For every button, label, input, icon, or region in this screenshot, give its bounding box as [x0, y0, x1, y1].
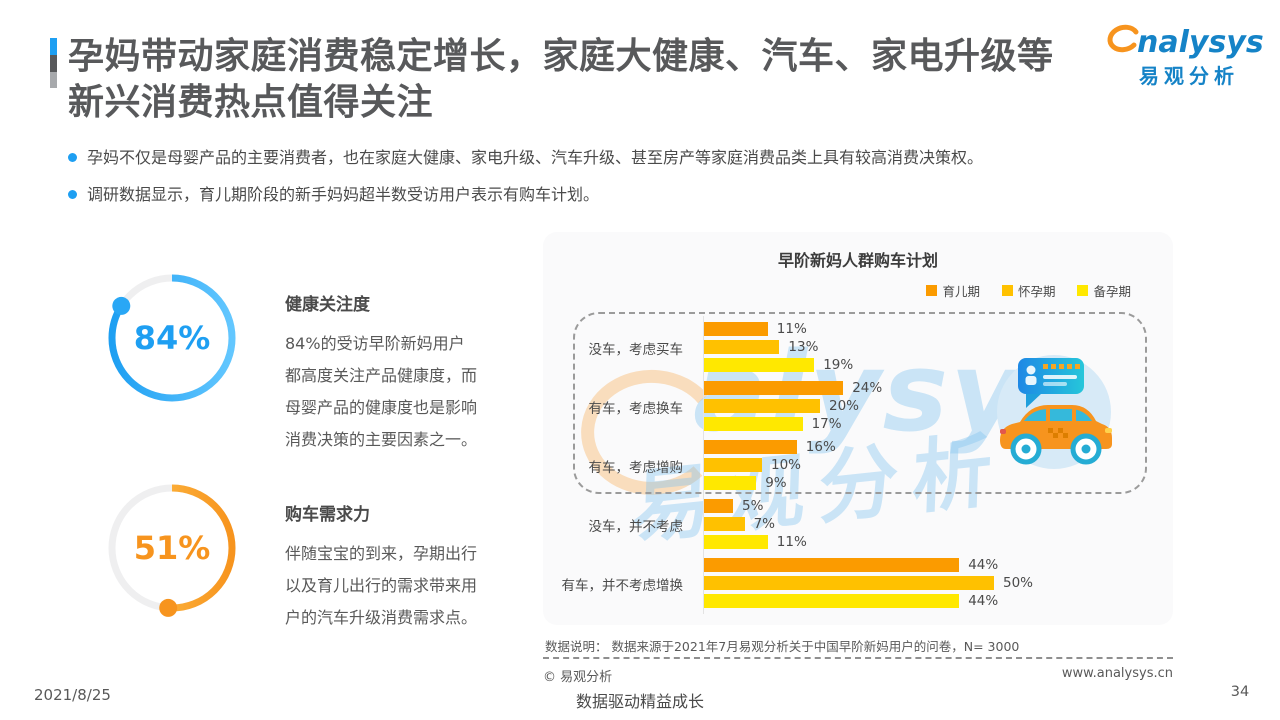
- bar-value-label: 5%: [742, 498, 764, 514]
- bar-row: 44%: [704, 593, 999, 609]
- bar-row: 24%: [704, 380, 883, 396]
- bar: [704, 322, 768, 336]
- bar: [704, 576, 994, 590]
- legend-swatch-icon: [926, 285, 938, 296]
- stat-description: 伴随宝宝的到来，孕期出行以及育儿出行的需求带来用户的汽车升级消费需求点。: [285, 544, 478, 627]
- bar: [704, 381, 844, 395]
- bullet-text: 孕妈不仅是母婴产品的主要消费者，也在家庭大健康、家电升级、汽车升级、甚至房产等家…: [87, 148, 984, 167]
- bar-row: 10%: [704, 457, 802, 473]
- bar-value-label: 11%: [776, 321, 807, 337]
- stat-value: 51%: [133, 529, 211, 567]
- category-label: 有车，并不考虑增换: [561, 578, 684, 594]
- chart-data-note: 数据说明： 数据来源于2021年7月易观分析关于中国早阶新妈用户的问卷，N= 3…: [545, 639, 1020, 654]
- bar-value-label: 10%: [771, 457, 802, 473]
- bar-value-label: 9%: [765, 475, 787, 491]
- legend-label: 备孕期: [1093, 284, 1131, 299]
- bar-value-label: 7%: [753, 516, 776, 532]
- bar-value-label: 16%: [805, 439, 836, 455]
- title-accent-bar: [50, 38, 57, 88]
- bar: [704, 340, 780, 354]
- legend-item: 备孕期: [1077, 281, 1131, 300]
- chart-axis-line: [703, 316, 704, 614]
- chart-plot: 11% 13% 19% 24% 20% 17% 16% 10% 9% 5% 7% 11% 44% 50% 4…: [704, 321, 1169, 622]
- bar-row: 13%: [704, 339, 819, 355]
- summary-bullets: 孕妈不仅是母婴产品的主要消费者，也在家庭大健康、家电升级、汽车升级、甚至房产等家…: [68, 146, 1208, 220]
- bar-row: 11%: [704, 534, 807, 550]
- bar-value-label: 17%: [811, 416, 842, 432]
- stat-description: 84%的受访早阶新妈用户都高度关注产品健康度，而母婴产品的健康度也是影响消费决策…: [285, 334, 478, 449]
- legend-item: 育儿期: [926, 281, 980, 300]
- footer-separator: [543, 657, 1173, 659]
- bar: [704, 476, 757, 490]
- bar: [704, 499, 733, 513]
- footer-slogan: 数据驱动精益成长: [575, 692, 704, 711]
- bar: [704, 440, 797, 454]
- logo-swoosh-icon: [1103, 24, 1141, 60]
- legend-item: 怀孕期: [1001, 281, 1056, 300]
- page-title: 孕妈带动家庭消费稳定增长，家庭大健康、汽车、家电升级等 新兴消费热点值得关注: [68, 34, 1108, 126]
- stat-ring: [102, 478, 242, 618]
- category-label: 有车，考虑增购: [588, 460, 684, 476]
- bar: [704, 594, 960, 608]
- stat-text-block: 健康关注度 84%的受访早阶新妈用户都高度关注产品健康度，而母婴产品的健康度也是…: [285, 290, 485, 456]
- legend-swatch-icon: [1001, 285, 1013, 296]
- bar-value-label: 20%: [829, 398, 860, 414]
- bar: [704, 535, 768, 549]
- footer-copyright: © 易观分析: [543, 670, 613, 685]
- chart-highlight-box: [573, 312, 1147, 494]
- bar-row: 16%: [704, 439, 836, 455]
- stat-ring: [102, 268, 242, 408]
- legend-swatch-icon: [1077, 285, 1089, 296]
- stat-value: 84%: [133, 319, 211, 357]
- logo-text-en: nalysys: [1137, 24, 1264, 60]
- bar: [704, 417, 803, 431]
- bar-row: 17%: [704, 416, 842, 432]
- chart-legend: 育儿期 怀孕期 备孕期: [926, 281, 1131, 300]
- bar-row: 11%: [704, 321, 807, 337]
- category-label: 没车，并不考虑: [588, 519, 684, 535]
- page-title-line2: 新兴消费热点值得关注: [68, 82, 434, 124]
- bullet-item: 调研数据显示，育儿期阶段的新手妈妈超半数受访用户表示有购车计划。: [68, 183, 1208, 207]
- bar-value-label: 50%: [1003, 575, 1034, 591]
- category-label: 有车，考虑换车: [588, 401, 684, 417]
- stat-title: 健康关注度: [285, 295, 370, 315]
- chart-title: 早阶新妈人群购车计划: [777, 251, 938, 270]
- bar-row: 9%: [704, 475, 787, 491]
- bar: [704, 517, 745, 531]
- footer-website: www.analysys.cn: [1061, 666, 1173, 681]
- bar-row: 44%: [704, 557, 999, 573]
- bullet-item: 孕妈不仅是母婴产品的主要消费者，也在家庭大健康、家电升级、汽车升级、甚至房产等家…: [68, 146, 1208, 170]
- bar-row: 19%: [704, 357, 854, 373]
- bar-row: 5%: [704, 498, 764, 514]
- bullet-text: 调研数据显示，育儿期阶段的新手妈妈超半数受访用户表示有购车计划。: [87, 185, 600, 204]
- bullet-dot-icon: [68, 190, 77, 199]
- category-label: 没车，考虑买车: [588, 342, 684, 358]
- page-title-line1: 孕妈带动家庭消费稳定增长，家庭大健康、汽车、家电升级等: [68, 36, 1054, 77]
- slide-date: 2021/8/25: [34, 686, 111, 704]
- bar: [704, 358, 815, 372]
- bar: [704, 399, 820, 413]
- bar-value-label: 44%: [968, 593, 999, 609]
- car-illustration-icon: [988, 350, 1123, 479]
- bar-value-label: 19%: [823, 357, 854, 373]
- legend-label: 育儿期: [942, 284, 980, 299]
- stat-title: 购车需求力: [285, 505, 370, 525]
- bar-value-label: 24%: [852, 380, 883, 396]
- bar-row: 20%: [704, 398, 860, 414]
- bar: [704, 558, 960, 572]
- bar-row: 50%: [704, 575, 1034, 591]
- bar: [704, 458, 762, 472]
- bar-row: 7%: [704, 516, 776, 532]
- bar-value-label: 13%: [788, 339, 819, 355]
- chart-card: alysys 易观分析 早阶新妈人群购车计划 育儿期 怀孕期 备孕期 没车，考虑买车…: [543, 232, 1173, 625]
- bar-value-label: 44%: [968, 557, 999, 573]
- logo-text-cn: 易观分析: [1139, 64, 1239, 88]
- stat-text-block: 购车需求力 伴随宝宝的到来，孕期出行以及育儿出行的需求带来用户的汽车升级消费需求…: [285, 500, 485, 634]
- bar-value-label: 11%: [776, 534, 807, 550]
- analysys-logo: nalysys 易观分析: [1103, 24, 1264, 89]
- page-number: 34: [1230, 684, 1250, 700]
- bullet-dot-icon: [68, 153, 77, 162]
- legend-label: 怀孕期: [1017, 284, 1056, 299]
